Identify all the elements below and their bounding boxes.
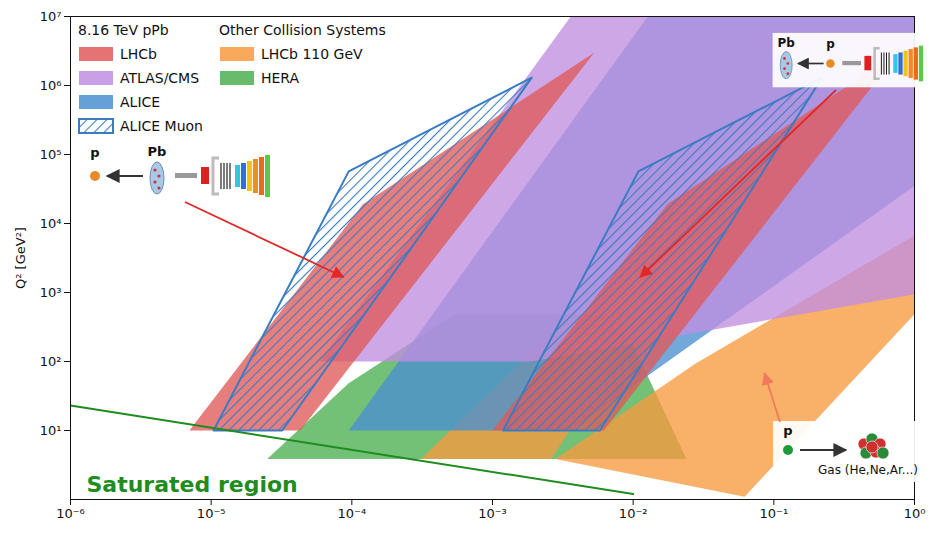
html-text:LHCb 110 GeV: LHCb 110 GeV [261, 46, 363, 62]
svg-text:p: p [783, 423, 792, 438]
svg-text:10¹: 10¹ [40, 423, 62, 438]
svg-text:10⁶: 10⁶ [40, 78, 62, 93]
svg-text:Pb: Pb [148, 144, 167, 159]
svg-text:10³: 10³ [40, 285, 62, 300]
html-text:8.16 TeV pPb: 8.16 TeV pPb [78, 22, 169, 38]
html-text:ALICE: ALICE [120, 94, 161, 110]
svg-text:p: p [826, 37, 835, 51]
svg-text:10⁷: 10⁷ [40, 9, 62, 24]
html-text:HERA: HERA [261, 70, 300, 86]
html-text:Other Collision Systems: Other Collision Systems [219, 22, 386, 38]
html-text:ATLAS/CMS: ATLAS/CMS [120, 70, 200, 86]
svg-text:10⁻²: 10⁻² [619, 506, 648, 521]
svg-text:Gas (He,Ne,Ar...): Gas (He,Ne,Ar...) [818, 463, 918, 477]
svg-text:10²: 10² [40, 354, 62, 369]
svg-text:Q² [GeV²]: Q² [GeV²] [13, 227, 28, 289]
svg-text:10⁻⁶: 10⁻⁶ [56, 506, 85, 521]
svg-text:10⁻¹: 10⁻¹ [760, 506, 789, 521]
svg-text:10⁻⁴: 10⁻⁴ [338, 506, 367, 521]
svg-text:Pb: Pb [778, 36, 795, 50]
html-text:ALICE Muon: ALICE Muon [120, 118, 203, 134]
svg-text:p: p [90, 145, 99, 160]
svg-text:Saturated region: Saturated region [87, 472, 298, 497]
svg-text:10⁰: 10⁰ [904, 506, 926, 521]
svg-text:10⁻⁵: 10⁻⁵ [197, 506, 226, 521]
html-text:LHCb: LHCb [120, 46, 157, 62]
svg-text:10⁻³: 10⁻³ [478, 506, 507, 521]
svg-text:10⁴: 10⁴ [40, 216, 62, 231]
svg-text:10⁵: 10⁵ [40, 147, 62, 162]
